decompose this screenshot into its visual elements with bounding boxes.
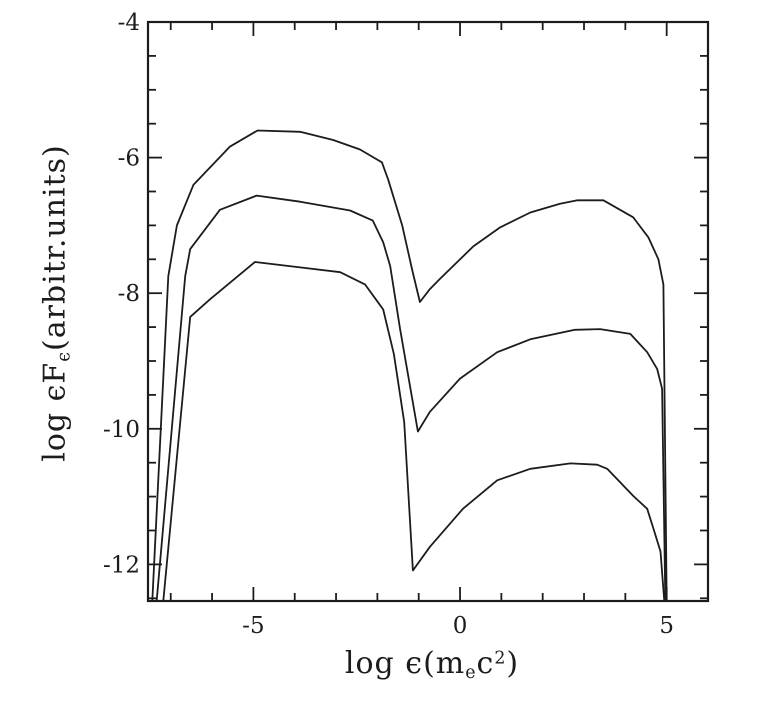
x-title-sup: 2 <box>494 648 507 669</box>
y-title-post: (arbitr.units) <box>37 144 73 351</box>
x-title-mid: c <box>476 646 495 681</box>
x-title-pre: log ϵ(m <box>344 646 466 681</box>
y-tick-label: -4 <box>118 10 140 36</box>
y-tick-label: -6 <box>118 146 140 172</box>
spectrum-curve-top <box>151 129 668 601</box>
plot-frame <box>146 20 710 603</box>
y-title-pre: log ϵF <box>37 361 73 462</box>
x-title-sub: e <box>465 663 477 684</box>
spectrum-curve-bottom <box>162 261 666 601</box>
x-axis-title: log ϵ(mec2) <box>345 646 519 683</box>
x-tick-label: 0 <box>453 613 468 639</box>
y-tick-label: -8 <box>118 281 140 307</box>
y-axis-title: log ϵFϵ(arbitr.units) <box>37 144 74 462</box>
spectrum-curve-middle <box>155 194 667 601</box>
x-tick-label: 5 <box>659 613 674 639</box>
y-title-sub: ϵ <box>54 351 75 362</box>
x-tick-label: -5 <box>242 613 264 639</box>
y-tick-label: -10 <box>103 417 140 443</box>
x-title-post: ) <box>506 646 520 681</box>
y-tick-label: -12 <box>103 552 140 578</box>
